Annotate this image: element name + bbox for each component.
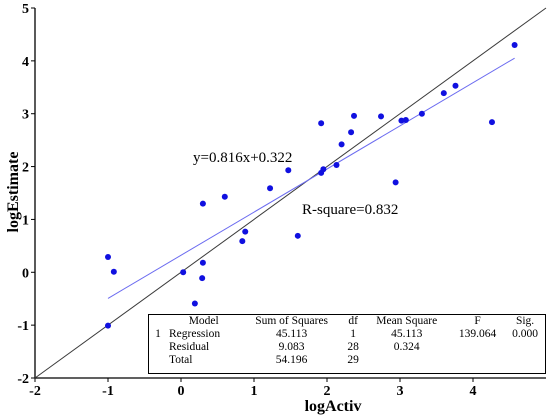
cell-ss: 9.083 [278,341,305,353]
header-model: Model [188,315,219,327]
table-row: Residual 9.083 28 0.324 [149,341,545,354]
data-point [285,167,292,174]
header-df: df [348,315,358,327]
table-row: 1 Regression 45.113 1 45.113 139.064 0.0… [149,328,545,341]
cell-ss: 45.113 [276,328,308,340]
model-number [149,354,167,367]
cell-f [450,354,505,367]
data-point [105,253,111,260]
data-point [318,120,325,127]
data-point [418,110,425,117]
data-point [338,141,345,148]
cell-df: 29 [347,354,359,366]
data-point [267,185,274,192]
data-point [440,90,447,97]
header-ss: Sum of Squares [255,315,329,327]
y-axis-ticks: -2 -1 0 1 2 3 4 5 [17,2,35,387]
cell-f [450,341,505,354]
cell-sig [505,341,545,354]
data-point [199,275,206,282]
header-f: F [474,315,481,327]
data-point [105,322,111,329]
data-point [239,238,246,245]
header-sig: Sig. [515,315,535,327]
lines [34,7,547,379]
reference-line [34,7,547,379]
data-point [351,112,358,119]
model-number: 1 [155,328,161,340]
header-ms: Mean Square [376,315,438,327]
x-axis-ticks: -2 -1 0 1 2 3 4 [29,378,477,399]
x-tick-label: 1 [251,384,258,399]
x-tick-label: 4 [470,384,477,399]
cell-sig: 0.000 [512,328,539,340]
y-axis-title: logEstimate [5,152,22,233]
y-tick-label: 2 [22,161,29,176]
cell-df: 28 [347,341,359,353]
cell-df: 1 [350,328,356,340]
row-label: Total [169,354,193,366]
data-point [294,232,301,239]
data-point [199,259,206,266]
anova-header-row: Model Sum of Squares df Mean Square F Si… [149,315,545,328]
equation-label: y=0.816x+0.322 [193,150,292,166]
cell-ms: 45.113 [391,328,423,340]
data-point [511,42,518,48]
y-tick-label: 4 [22,55,29,70]
y-tick-label: 1 [22,213,29,228]
cell-f: 139.064 [458,328,497,340]
cell-ms: 0.324 [393,341,420,353]
data-point [452,82,459,89]
axes [34,8,546,379]
x-tick-label: -2 [29,384,41,399]
cell-sig [505,354,545,367]
y-tick-label: -2 [17,372,29,387]
cell-ss: 54.196 [275,354,308,366]
data-point [191,300,198,307]
cell-ms [363,354,450,367]
r-square-label: R-square=0.832 [302,202,398,218]
data-point [320,166,327,173]
y-tick-label: -1 [17,319,29,334]
x-tick-label: 2 [324,384,331,399]
table-row: Total 54.196 29 [149,354,545,367]
y-tick-label: 5 [22,2,29,17]
row-label: Regression [169,328,221,340]
x-tick-label: 3 [397,384,404,399]
x-axis-title: logActiv [305,398,362,415]
data-point [392,179,399,186]
data-point [488,119,495,126]
data-point [402,117,409,124]
data-point [180,269,187,276]
model-number [149,341,167,354]
data-points [105,42,518,329]
row-label: Residual [169,341,210,353]
anova-table: Model Sum of Squares df Mean Square F Si… [148,314,546,374]
x-tick-label: 0 [178,384,185,399]
data-point [333,161,340,168]
data-point [199,200,206,207]
data-point [110,268,117,275]
data-point [398,117,405,124]
x-tick-label: -1 [102,384,114,399]
regression-fit-line [107,57,515,299]
data-point [378,113,385,120]
y-tick-label: 0 [22,266,29,281]
data-point [242,228,249,235]
data-point [221,193,228,200]
data-point [348,129,355,136]
y-tick-label: 3 [22,108,29,123]
